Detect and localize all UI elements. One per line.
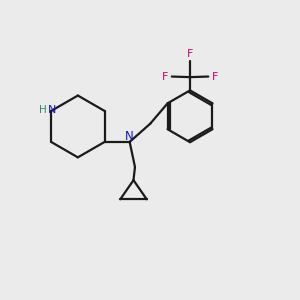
Text: F: F [212, 71, 218, 82]
Text: F: F [162, 71, 169, 82]
Text: N: N [47, 104, 56, 115]
Text: N: N [125, 130, 134, 143]
Text: F: F [187, 50, 193, 59]
Text: H: H [39, 104, 47, 115]
